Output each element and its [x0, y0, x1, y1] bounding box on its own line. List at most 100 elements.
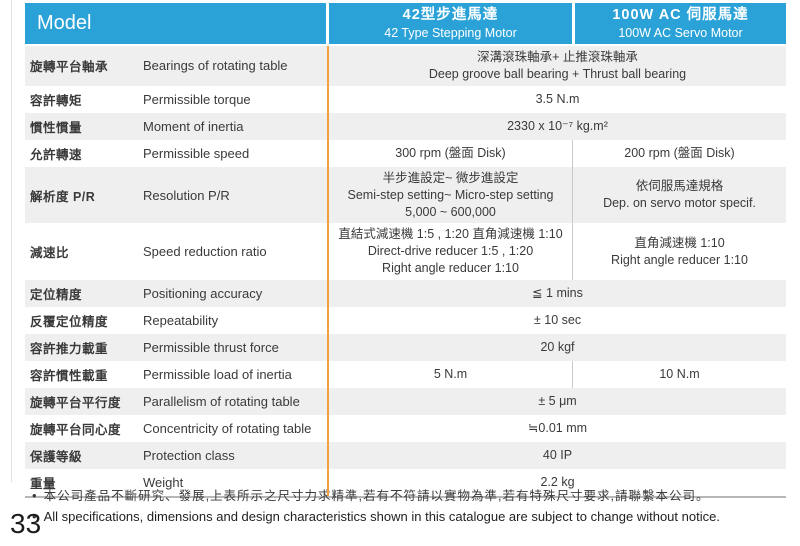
value-cell-spanned: ≦ 1 mins: [329, 280, 786, 307]
value-line: 300 rpm (盤面 Disk): [395, 145, 506, 160]
row-label-en: Resolution P/R: [143, 187, 230, 203]
row-label: 容許慣性載重 Permissible load of inertia: [25, 361, 329, 388]
row-values: 5 N.m 10 N.m: [329, 361, 786, 388]
row-label: 減速比 Speed reduction ratio: [25, 223, 329, 280]
value-cell-spanned: 2330 x 10⁻⁷ kg.m²: [329, 113, 786, 140]
stepping-motor-title-zh: 42型步進馬達: [402, 6, 499, 23]
value-cell-spanned: 3.5 N.m: [329, 86, 786, 113]
table-row: 定位精度 Positioning accuracy ≦ 1 mins: [25, 280, 786, 307]
value-cell-servo-motor: 直角減速機 1:10 Right angle reducer 1:10: [573, 223, 786, 280]
table-row: 保護等級 Protection class 40 IP: [25, 442, 786, 469]
row-label-zh: 容許轉矩: [30, 93, 83, 108]
row-label-en: Bearings of rotating table: [143, 58, 288, 74]
value-line: Semi-step setting~ Micro-step setting: [347, 187, 554, 202]
row-label-zh: 旋轉平台同心度: [30, 423, 122, 437]
table-row: 容許慣性載重 Permissible load of inertia 5 N.m 10…: [25, 361, 786, 388]
footnotes: • 本公司產品不斷研究、發展,上表所示之尺寸力求精準,若有不符請以實物為準,若有…: [32, 488, 782, 530]
row-values: 300 rpm (盤面 Disk) 200 rpm (盤面 Disk): [329, 139, 786, 167]
table-row: 重量 Weight 2.2 kg: [25, 469, 786, 496]
value-line: Deep groove ball bearing + Thrust ball b…: [428, 66, 687, 81]
row-label: 旋轉平台同心度 Concentricity of rotating table: [25, 415, 329, 442]
row-values: 3.5 N.m: [329, 86, 786, 113]
value-line: 直角減速機 1:10: [634, 235, 725, 250]
row-values: 半步進設定~ 微步進設定 Semi-step setting~ Micro-ste…: [329, 166, 786, 224]
row-values: ± 10 sec: [329, 307, 786, 334]
value-line: 200 rpm (盤面 Disk): [624, 145, 735, 160]
row-label-zh: 反覆定位精度: [30, 315, 109, 329]
value-cell-stepping-motor: 直結式減速機 1:5 , 1:20 直角減速機 1:10 Direct-drive…: [329, 223, 573, 280]
table-row: 容許轉矩 Permissible torque 3.5 N.m: [25, 86, 786, 113]
row-label: 重量 Weight: [25, 469, 329, 496]
row-values: 40 IP: [329, 442, 786, 469]
value-line: 直結式減速機 1:5 , 1:20 直角減速機 1:10: [338, 227, 563, 242]
table-row: 旋轉平台同心度 Concentricity of rotating table ≒0…: [25, 415, 786, 442]
row-label-en: Permissible load of inertia: [143, 367, 292, 382]
row-label-en: Concentricity of rotating table: [143, 421, 312, 436]
header-cell-servo-motor: 100W AC 伺服馬達 100W AC Servo Motor: [575, 3, 786, 44]
value-line: 依伺服馬達規格: [635, 179, 724, 194]
servo-motor-title-en: 100W AC Servo Motor: [618, 25, 743, 40]
value-cell-servo-motor: 10 N.m: [573, 361, 786, 388]
value-line: 深溝滾珠軸承+ 止推滾珠軸承: [477, 50, 638, 64]
table-row: 解析度 P/R Resolution P/R 半步進設定~ 微步進設定 Semi-st…: [25, 166, 786, 224]
footnote-zh: • 本公司產品不斷研究、發展,上表所示之尺寸力求精準,若有不符請以實物為準,若有…: [32, 488, 782, 505]
value-line: ≒0.01 mm: [527, 421, 588, 436]
value-line: Direct-drive reducer 1:5 , 1:20: [367, 244, 534, 259]
row-label-en: Permissible thrust force: [143, 340, 279, 355]
row-values: 2330 x 10⁻⁷ kg.m²: [329, 113, 786, 140]
row-label: 保護等級 Protection class: [25, 442, 329, 469]
row-label-zh: 保護等級: [30, 450, 83, 464]
value-line: ± 10 sec: [533, 313, 582, 328]
value-line: 2330 x 10⁻⁷ kg.m²: [507, 118, 608, 133]
row-label-en: Weight: [143, 475, 184, 490]
bullet-icon: •: [32, 508, 37, 524]
page-edge-line: [11, 0, 12, 482]
row-label-en: Permissible speed: [143, 145, 250, 161]
bullet-icon: •: [32, 488, 37, 503]
table-row: 反覆定位精度 Repeatability ± 10 sec: [25, 307, 786, 334]
table-row: 容許推力載重 Permissible thrust force 20 kgf: [25, 334, 786, 361]
value-line: 2.2 kg: [540, 475, 575, 490]
row-label-zh: 允許轉速: [30, 147, 83, 162]
header-cell-stepping-motor: 42型步進馬達 42 Type Stepping Motor: [329, 3, 572, 44]
row-label: 允許轉速 Permissible speed: [25, 140, 329, 167]
value-cell-spanned: ± 10 sec: [329, 307, 786, 334]
row-values: 直結式減速機 1:5 , 1:20 直角減速機 1:10 Direct-drive…: [329, 223, 786, 280]
row-label: 旋轉平台軸承 Bearings of rotating table: [25, 46, 329, 86]
table-row: 慣性慣量 Moment of inertia 2330 x 10⁻⁷ kg.m²: [25, 112, 786, 140]
spec-table-body: 旋轉平台軸承 Bearings of rotating table 深溝滾珠軸承+ …: [25, 46, 786, 498]
row-label-zh: 容許推力載重: [30, 342, 109, 356]
footnote-en-text: All specifications, dimensions and desig…: [43, 508, 720, 524]
row-label: 慣性慣量 Moment of inertia: [25, 113, 329, 140]
label-column-divider-line: [327, 46, 329, 496]
value-line: 5,000 ~ 600,000: [405, 204, 496, 219]
value-line: Dep. on servo motor specif.: [603, 196, 756, 211]
value-line: 半步進設定~ 微步進設定: [382, 170, 519, 185]
table-row: 減速比 Speed reduction ratio 直結式減速機 1:5 , 1:2…: [25, 223, 786, 280]
row-label-en: Protection class: [143, 448, 235, 463]
row-values: ≒0.01 mm: [329, 415, 786, 442]
row-label-zh: 減速比: [30, 246, 70, 261]
value-cell-spanned: 20 kgf: [329, 334, 786, 361]
row-label: 容許轉矩 Permissible torque: [25, 86, 329, 113]
row-label: 容許推力載重 Permissible thrust force: [25, 334, 329, 361]
row-label-zh: 慣性慣量: [30, 120, 83, 135]
row-label-en: Positioning accuracy: [143, 286, 263, 301]
table-row: 旋轉平台平行度 Parallelism of rotating table ± 5 …: [25, 388, 786, 415]
page-number: 33: [10, 508, 42, 539]
value-cell-stepping-motor: 5 N.m: [329, 361, 573, 388]
value-cell-stepping-motor: 半步進設定~ 微步進設定 Semi-step setting~ Micro-ste…: [329, 166, 573, 224]
row-label-en: Repeatability: [143, 313, 219, 328]
row-label: 解析度 P/R Resolution P/R: [25, 167, 329, 224]
spec-table: Model 42型步進馬達 42 Type Stepping Motor 100…: [25, 3, 786, 498]
value-line: 3.5 N.m: [535, 91, 580, 106]
value-line: Right angle reducer 1:10: [382, 261, 519, 276]
row-label-en: Parallelism of rotating table: [143, 394, 300, 409]
row-label: 反覆定位精度 Repeatability: [25, 307, 329, 334]
row-values: 2.2 kg: [329, 469, 786, 496]
value-cell-stepping-motor: 300 rpm (盤面 Disk): [329, 139, 573, 167]
servo-motor-title-zh: 100W AC 伺服馬達: [612, 6, 749, 23]
value-line: ≦ 1 mins: [532, 286, 583, 301]
row-values: ≦ 1 mins: [329, 280, 786, 307]
footnote-en: • All specifications, dimensions and des…: [32, 509, 782, 526]
